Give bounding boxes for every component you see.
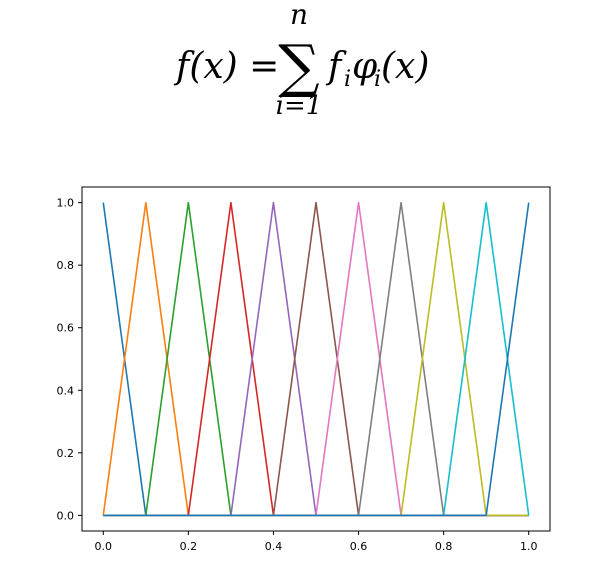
basis-function-chart: 0.0 0.2 0.4 0.6 0.8 1.0 0.0 0.2 0.4 0.6 0.8 1.0	[57, 186, 551, 553]
x-tick-label: 0.0	[95, 540, 113, 553]
y-tick-label: 1.0	[57, 197, 75, 210]
x-tick-label: 0.4	[265, 540, 283, 553]
plot-frame	[81, 186, 551, 532]
x-tick-label: 0.8	[435, 540, 453, 553]
x-axis: 0.0 0.2 0.4 0.6 0.8 1.0	[95, 531, 538, 553]
x-tick-label: 1.0	[520, 540, 538, 553]
y-tick-label: 0.0	[57, 509, 75, 522]
x-tick-label: 0.2	[180, 540, 198, 553]
y-tick-label: 0.2	[57, 447, 75, 460]
series-layer	[102, 201, 530, 517]
x-tick-label: 0.6	[350, 540, 368, 553]
y-axis: 0.0 0.2 0.4 0.6 0.8 1.0	[57, 197, 82, 522]
formula-term-arg: (x)	[381, 46, 429, 87]
series-line-11	[103, 202, 530, 517]
formula-upper-limit: n	[290, 0, 308, 31]
formula-lhs: f(x) =	[173, 46, 279, 87]
formula: f(x) = n ∑ i=1 f i φ i (x)	[173, 0, 429, 121]
y-tick-label: 0.4	[57, 384, 75, 397]
formula-lower-limit: i=1	[276, 91, 323, 121]
formula-sum-symbol: ∑	[278, 32, 319, 100]
formula-term-f-sub: i	[344, 67, 351, 92]
y-tick-label: 0.8	[57, 259, 75, 272]
y-tick-label: 0.6	[57, 322, 75, 335]
formula-term-phi-sub: i	[374, 67, 381, 92]
formula-term-phi: φ	[352, 46, 378, 87]
